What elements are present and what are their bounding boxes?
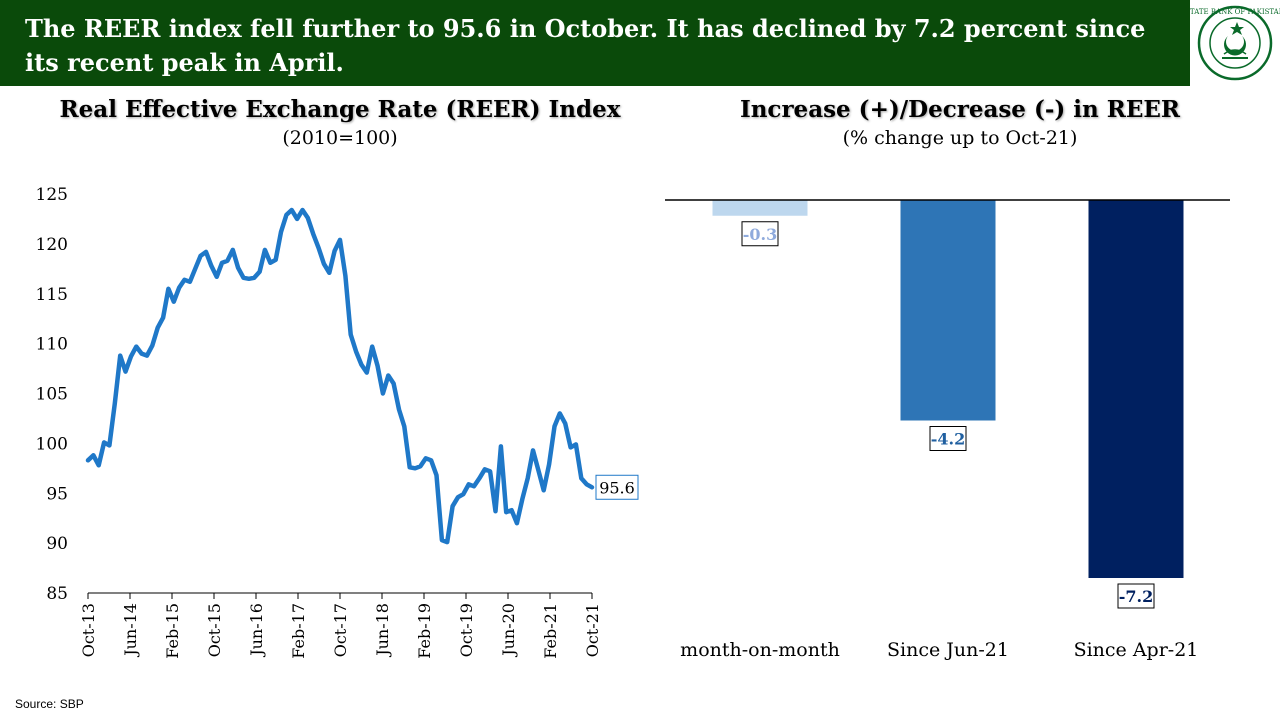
category-label: Since Apr-21	[1074, 639, 1199, 661]
y-tick-label: 120	[36, 235, 68, 255]
bar-value-box	[929, 426, 967, 451]
x-tick-label: Jun-20	[499, 603, 518, 658]
bar-value-box	[741, 221, 779, 247]
x-tick-label: Oct-19	[457, 603, 476, 657]
reer-series-line	[85, 207, 595, 545]
category-label: Since Jun-21	[887, 639, 1009, 661]
y-tick-label: 90	[46, 534, 68, 554]
last-value-label: 95.6	[599, 478, 635, 497]
y-tick-label: 95	[46, 484, 68, 504]
state-bank-of-pakistan-logo-icon: STATE BANK OF PAKISTAN	[1185, 5, 1280, 81]
bar	[712, 200, 808, 216]
y-tick-label: 125	[36, 185, 68, 205]
y-tick-label: 115	[36, 285, 68, 305]
left-chart-title: Real Effective Exchange Rate (REER) Inde…	[59, 96, 621, 123]
right-chart-subtitle: (% change up to Oct-21)	[842, 127, 1078, 149]
x-tick-label: Feb-21	[541, 603, 560, 659]
bar	[1088, 200, 1184, 578]
x-tick-label: Jun-14	[121, 603, 140, 658]
left-chart-subtitle: (2010=100)	[282, 127, 398, 149]
bar	[900, 200, 996, 421]
x-tick-label: Jun-18	[373, 603, 392, 658]
category-label: month-on-month	[680, 639, 840, 661]
x-tick-label: Oct-15	[205, 603, 224, 657]
y-tick-label: 110	[36, 335, 68, 355]
header-banner: The REER index fell further to 95.6 in O…	[0, 0, 1190, 86]
bar-value-label: -7.2	[1119, 587, 1153, 606]
last-value-box	[595, 474, 639, 500]
x-tick-label: Feb-19	[415, 603, 434, 659]
x-tick-label: Feb-17	[289, 603, 308, 659]
logo-text: STATE BANK OF PAKISTAN	[1190, 8, 1280, 16]
logo-container: STATE BANK OF PAKISTAN	[1185, 0, 1280, 86]
reer-line-chart: 85 90 95 100 105 110 115 120 125 Oct-13 Jun-14 Feb-…	[36, 185, 639, 659]
bar-value-label: -4.2	[931, 430, 965, 449]
y-tick-label: 105	[36, 385, 68, 405]
x-tick-label: Oct-13	[79, 603, 98, 657]
x-tick-label: Oct-17	[331, 603, 350, 657]
y-tick-label: 100	[36, 434, 68, 454]
x-tick-label: Oct-21	[583, 603, 602, 657]
source-note: Source: SBP	[15, 697, 84, 711]
headline: The REER index fell further to 95.6 in O…	[25, 14, 1146, 77]
right-chart-title: Increase (+)/Decrease (-) in REER	[739, 96, 1181, 123]
x-tick-label: Feb-15	[163, 603, 182, 659]
bar-value-box	[1117, 583, 1155, 609]
y-tick-label: 85	[46, 584, 68, 604]
reer-change-bar-chart: -0.3 month-on-month -4.2 Since Jun-21 -7.2 Si…	[665, 199, 1230, 661]
bar-value-label: -0.3	[743, 225, 777, 244]
x-tick-label: Jun-16	[247, 603, 266, 658]
